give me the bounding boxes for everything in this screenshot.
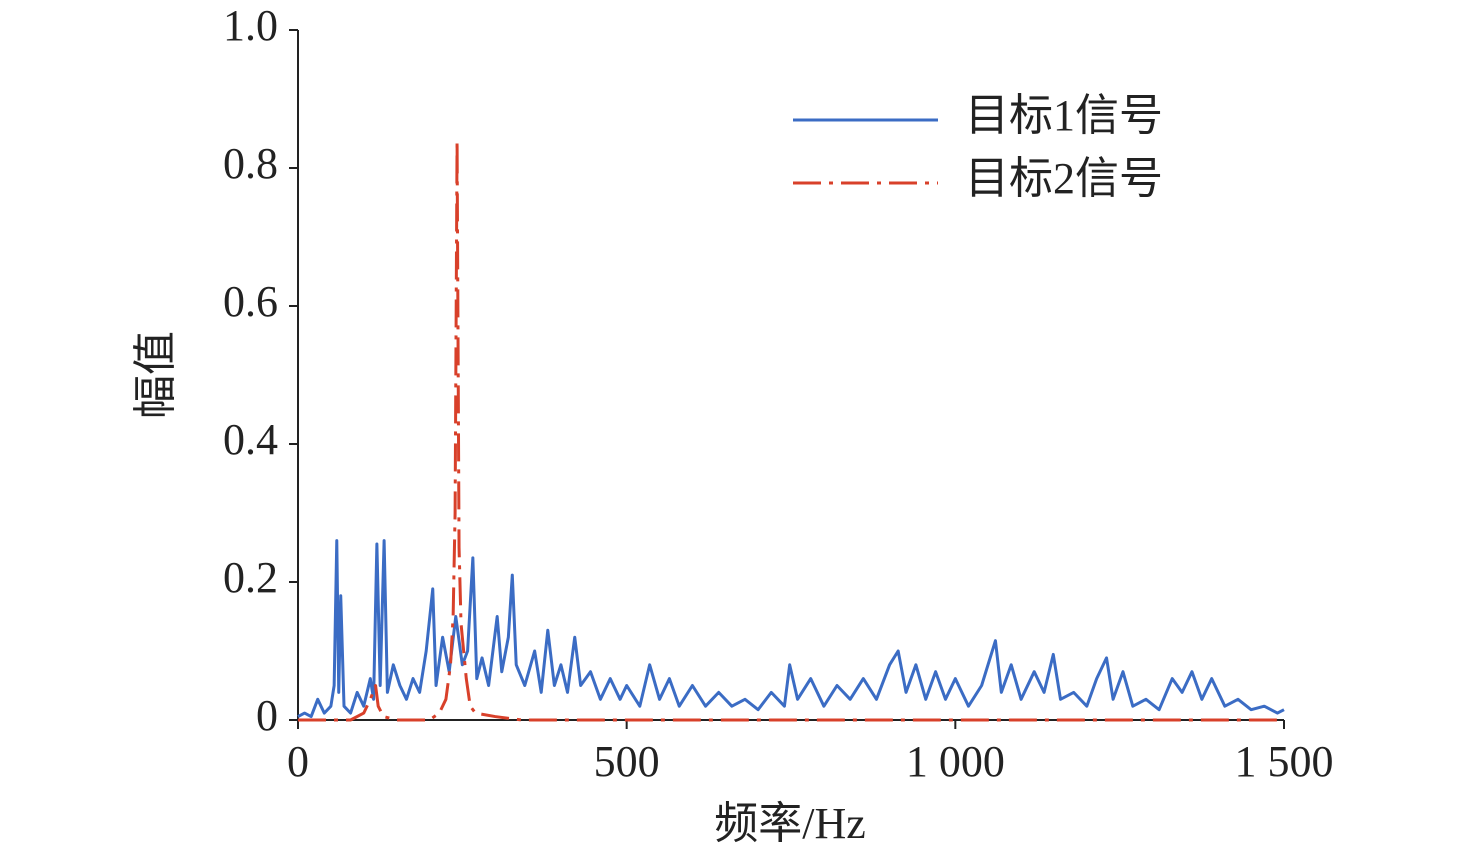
x-tick-label: 500 (594, 737, 660, 786)
y-tick-label: 1.0 (223, 1, 278, 50)
y-tick-label: 0.6 (223, 277, 278, 326)
x-tick-label: 0 (287, 737, 309, 786)
series-line (297, 539, 1285, 719)
x-axis-label: 频率/Hz (714, 799, 866, 848)
y-axis-label: 幅值 (131, 331, 180, 419)
y-tick-label: 0.4 (223, 415, 278, 464)
y-tick-label: 0 (256, 691, 278, 740)
y-tick-label: 0.2 (223, 553, 278, 602)
x-tick-label: 1 500 (1235, 737, 1334, 786)
legend-label: 目标1信号 (965, 91, 1163, 140)
x-tick-label: 1 000 (906, 737, 1005, 786)
legend-label: 目标2信号 (965, 154, 1163, 203)
series-line (298, 138, 1284, 722)
y-tick-label: 0.8 (223, 139, 278, 188)
